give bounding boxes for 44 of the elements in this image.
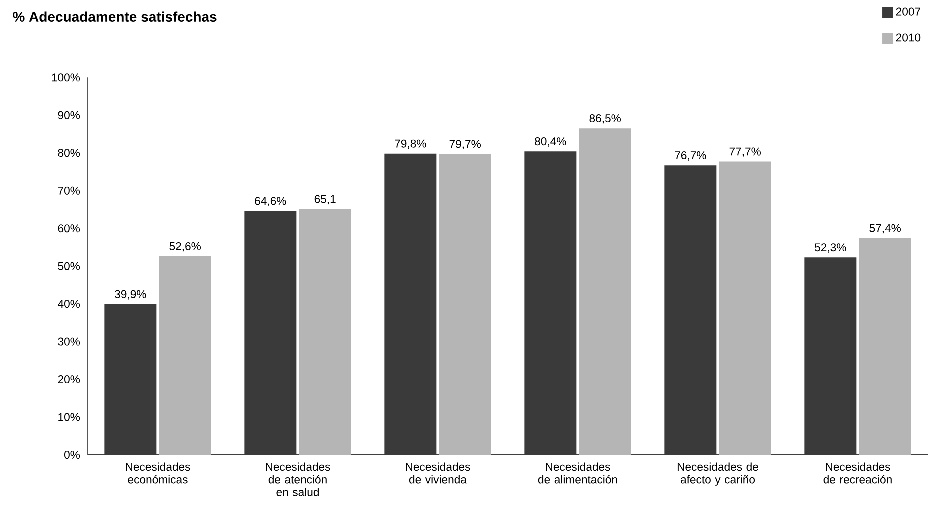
legend-label: 2010 bbox=[896, 34, 921, 42]
y-tick-label: 60% bbox=[58, 224, 80, 233]
bar bbox=[804, 258, 857, 455]
legend-label: 2007 bbox=[896, 8, 920, 16]
y-tick-label: 50% bbox=[58, 262, 80, 270]
y-tick-label: 70% bbox=[58, 186, 80, 195]
bar bbox=[384, 154, 437, 455]
bar bbox=[299, 209, 352, 455]
x-tick-label: Necesidades de atención en salud bbox=[266, 462, 330, 496]
bar bbox=[439, 154, 492, 455]
data-label: 52,3% bbox=[815, 244, 846, 253]
data-label: 80,4% bbox=[535, 138, 566, 147]
data-label: 39,9% bbox=[115, 290, 146, 300]
bar bbox=[664, 166, 717, 455]
data-label: 57,4% bbox=[870, 224, 902, 234]
y-tick-label: 30% bbox=[58, 338, 80, 346]
bar bbox=[859, 238, 912, 455]
chart-title: % Adecuadamente satisfechas bbox=[13, 12, 217, 22]
bar bbox=[244, 211, 297, 455]
bar bbox=[524, 152, 577, 455]
data-label: 79,8% bbox=[395, 140, 426, 150]
bar bbox=[159, 256, 212, 455]
y-tick-label: 80% bbox=[58, 149, 80, 158]
x-tick-label: Necesidades económicas bbox=[126, 462, 190, 484]
data-label: 79,7% bbox=[450, 140, 482, 150]
data-label: 77,7% bbox=[730, 148, 762, 158]
y-tick-label: 90% bbox=[58, 111, 80, 120]
y-tick-label: 100% bbox=[52, 74, 80, 82]
data-label: 52,6% bbox=[170, 242, 202, 252]
data-label: 76,7% bbox=[675, 152, 706, 161]
data-label: 65,1 bbox=[314, 195, 336, 205]
y-tick-label: 20% bbox=[58, 376, 80, 384]
data-label: 64,6% bbox=[255, 197, 286, 207]
x-tick-label: Necesidades de alimentación bbox=[538, 462, 618, 484]
y-tick-label: 40% bbox=[58, 300, 80, 308]
x-tick-label: Necesidades de recreación bbox=[824, 462, 892, 484]
y-tick-label: 10% bbox=[58, 413, 80, 422]
x-tick-label: Necesidades de vivienda bbox=[406, 462, 470, 484]
bar bbox=[579, 128, 632, 455]
x-tick-label: Necesidades de afecto y cariño bbox=[678, 462, 758, 486]
bar bbox=[719, 162, 772, 455]
bar bbox=[104, 304, 157, 455]
y-tick-label: 0% bbox=[64, 450, 80, 460]
data-label: 86,5% bbox=[590, 114, 622, 124]
